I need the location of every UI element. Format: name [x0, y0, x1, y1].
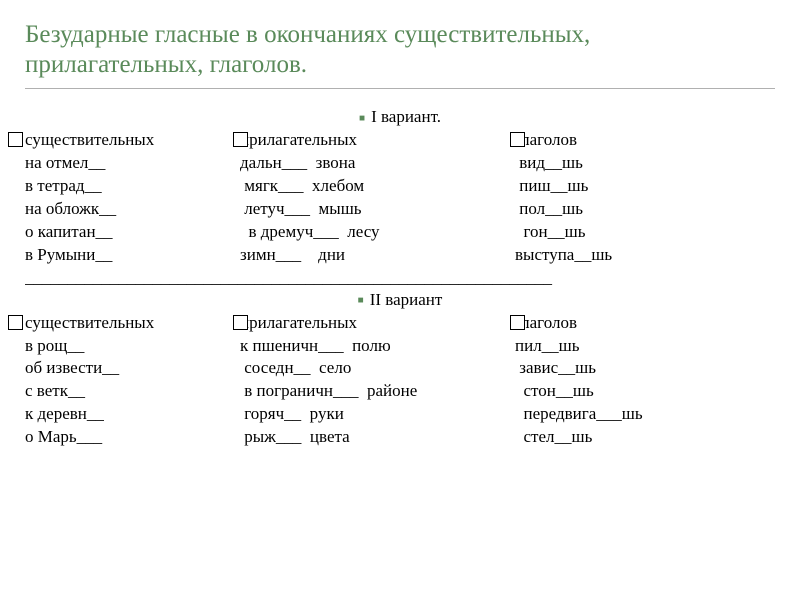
v2-col1-head: существительных [25, 312, 240, 335]
v1-col1-row: о капитан__ [25, 221, 240, 244]
variant1-grid: существительных на отмел__ в тетрад__ на… [25, 129, 775, 267]
v2-col2-row: рыж___ цвета [240, 426, 515, 449]
v1-col2-row: в дремуч___ лесу [240, 221, 515, 244]
v1-col-nouns: существительных на отмел__ в тетрад__ на… [25, 129, 240, 267]
variant2-header: ■ II вариант [25, 290, 775, 310]
box-icon [233, 132, 248, 147]
v1-col3-row: выступа__шь [515, 244, 715, 267]
v1-col1-row: в Румыни__ [25, 244, 240, 267]
v1-col2-head-text: прилагательных [240, 130, 357, 149]
v2-col3-row: передвига___шь [515, 403, 715, 426]
v1-col2-head: прилагательных [240, 129, 515, 152]
title-line-1: Безударные гласные в окончаниях существи… [25, 20, 775, 50]
v2-col2-head: прилагательных [240, 312, 515, 335]
box-icon [510, 132, 525, 147]
v2-col3-row: пил__шь [515, 335, 715, 358]
v1-col1-row: на обложк__ [25, 198, 240, 221]
v1-col1-row: в тетрад__ [25, 175, 240, 198]
v2-col1-row: в рощ__ [25, 335, 240, 358]
v1-col2-row: летуч___ мышь [240, 198, 515, 221]
v2-col-verbs: глаголов пил__шь завис__шь стон__шь пере… [515, 312, 715, 450]
v1-col1-head-text: существительных [25, 130, 154, 149]
v1-col-verbs: глаголов вид__шь пиш__шь пол__шь гон__шь… [515, 129, 715, 267]
v2-col2-row: к пшеничн___ полю [240, 335, 515, 358]
v1-col2-row: зимн___ дни [240, 244, 515, 267]
v2-col2-head-text: прилагательных [240, 313, 357, 332]
box-icon [233, 315, 248, 330]
v1-col3-head: глаголов [515, 129, 715, 152]
v2-col-adjectives: прилагательных к пшеничн___ полю соседн_… [240, 312, 515, 450]
box-icon [8, 132, 23, 147]
variant2-grid: существительных в рощ__ об извести__ с в… [25, 312, 775, 450]
v1-col1-row: на отмел__ [25, 152, 240, 175]
bullet-icon: ■ [359, 113, 365, 124]
title-block: Безударные гласные в окончаниях существи… [25, 20, 775, 89]
v1-col2-row: мягк___ хлебом [240, 175, 515, 198]
v1-col1-head: существительных [25, 129, 240, 152]
v2-col1-head-text: существительных [25, 313, 154, 332]
v1-col3-row: гон__шь [515, 221, 715, 244]
v2-col2-row: в пограничн___ районе [240, 380, 515, 403]
v2-col-nouns: существительных в рощ__ об извести__ с в… [25, 312, 240, 450]
variant1-header: ■ I вариант. [25, 107, 775, 127]
v2-col1-row: к деревн__ [25, 403, 240, 426]
variant2-header-text: II вариант [370, 290, 443, 309]
v2-col2-row: горяч__ руки [240, 403, 515, 426]
box-icon [8, 315, 23, 330]
v2-col1-row: о Марь___ [25, 426, 240, 449]
v2-col3-row: стон__шь [515, 380, 715, 403]
v1-col3-row: пол__шь [515, 198, 715, 221]
v1-col2-row: дальн___ звона [240, 152, 515, 175]
v2-col3-head: глаголов [515, 312, 715, 335]
separator-line: ________________________________________… [25, 267, 775, 290]
slide-container: Безударные гласные в окончаниях существи… [0, 0, 800, 449]
box-icon [510, 315, 525, 330]
v2-col2-row: соседн__ село [240, 357, 515, 380]
bullet-icon: ■ [358, 295, 364, 306]
v2-col3-row: завис__шь [515, 357, 715, 380]
v1-col3-row: пиш__шь [515, 175, 715, 198]
title-line-2: прилагательных, глаголов. [25, 50, 775, 80]
v1-col-adjectives: прилагательных дальн___ звона мягк___ хл… [240, 129, 515, 267]
v2-col1-row: с ветк__ [25, 380, 240, 403]
v2-col1-row: об извести__ [25, 357, 240, 380]
v2-col3-row: стел__шь [515, 426, 715, 449]
variant1-header-text: I вариант. [371, 107, 441, 126]
v1-col3-row: вид__шь [515, 152, 715, 175]
